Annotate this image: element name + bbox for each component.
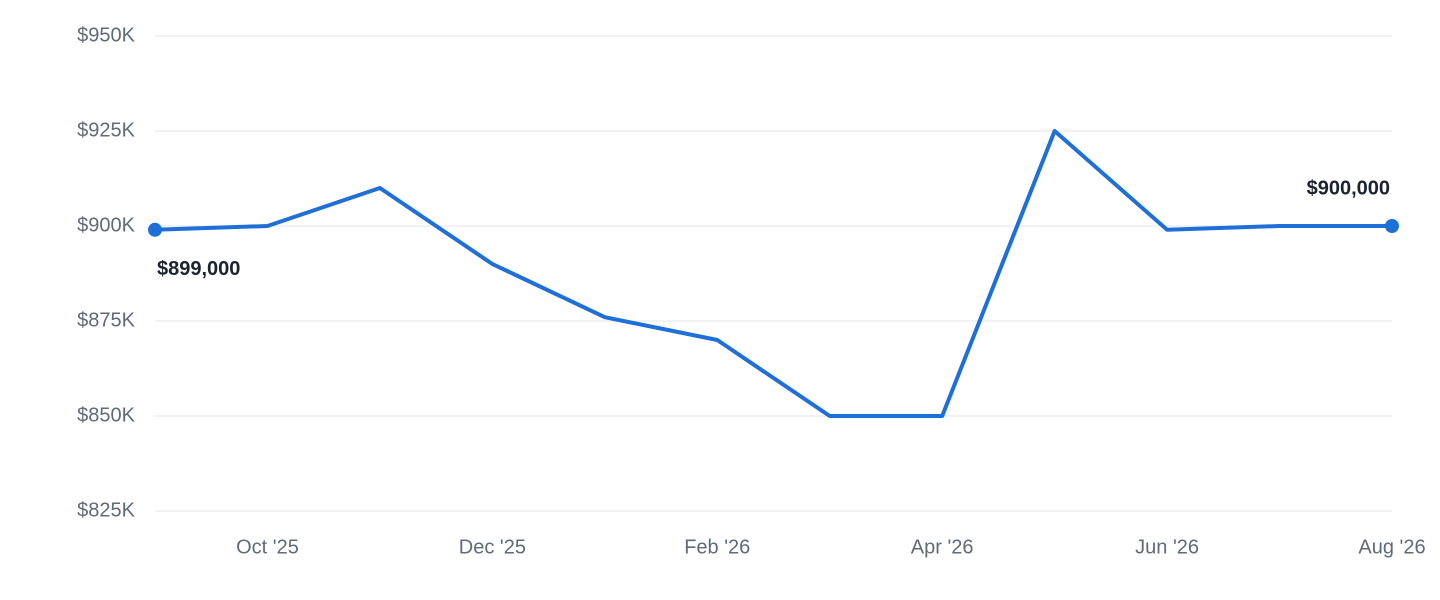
x-tick-label: Oct '25: [236, 536, 299, 558]
x-tick-label: Aug '26: [1358, 536, 1425, 558]
x-tick-label: Dec '25: [459, 536, 526, 558]
x-tick-label: Jun '26: [1135, 536, 1199, 558]
value-label: $899,000: [157, 258, 240, 280]
y-tick-label: $950K: [77, 24, 135, 46]
y-tick-label: $825K: [77, 499, 135, 521]
line: [154, 129, 1392, 418]
y-tick-label: $925K: [77, 119, 135, 141]
y-tick-label: $900K: [77, 214, 135, 236]
x-tick-label: Apr '26: [911, 536, 974, 558]
point: [1385, 219, 1399, 233]
y-tick-label: $850K: [77, 404, 135, 426]
y-tick-label: $875K: [77, 309, 135, 331]
point: [148, 222, 162, 237]
value-label: $900,000: [1307, 177, 1390, 199]
x-tick-label: Feb '26: [684, 536, 750, 558]
